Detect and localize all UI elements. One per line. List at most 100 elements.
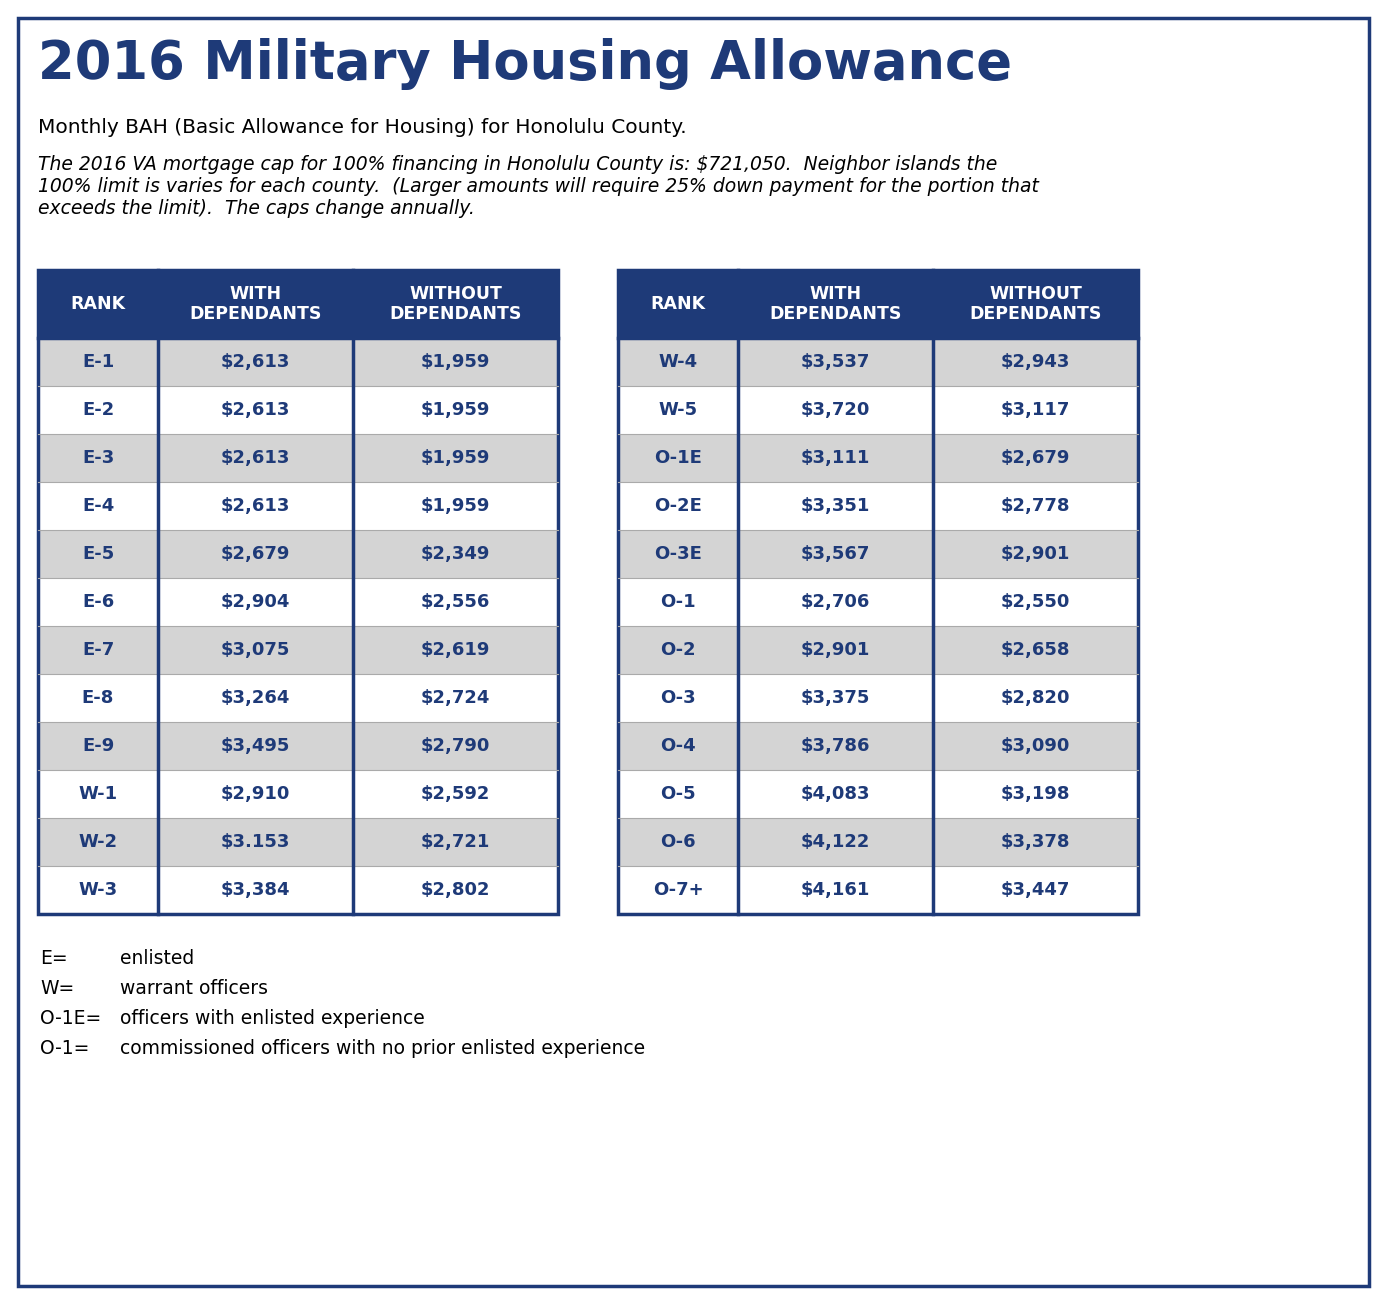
Text: $2,820: $2,820 <box>1001 689 1071 707</box>
Bar <box>619 386 1137 434</box>
Text: officers with enlisted experience: officers with enlisted experience <box>121 1009 424 1028</box>
Text: $2,901: $2,901 <box>800 642 870 659</box>
Text: E-8: E-8 <box>82 689 114 707</box>
Bar <box>37 270 558 338</box>
Text: O-1E: O-1E <box>655 449 702 467</box>
Text: O-3E: O-3E <box>655 545 702 563</box>
Text: E=: E= <box>40 949 68 968</box>
Text: W-4: W-4 <box>659 353 698 372</box>
Text: E-5: E-5 <box>82 545 114 563</box>
Text: O-2E: O-2E <box>655 497 702 515</box>
Text: E-6: E-6 <box>82 593 114 612</box>
Text: $2,613: $2,613 <box>221 353 290 372</box>
Text: $1,959: $1,959 <box>420 353 490 372</box>
Bar <box>37 674 558 722</box>
Bar <box>619 338 1137 386</box>
Text: $2,613: $2,613 <box>221 497 290 515</box>
Text: $3,495: $3,495 <box>221 737 290 755</box>
Text: $3,537: $3,537 <box>800 353 870 372</box>
Text: $3,375: $3,375 <box>800 689 870 707</box>
Text: E-4: E-4 <box>82 497 114 515</box>
Text: W-3: W-3 <box>79 882 118 898</box>
Bar <box>37 722 558 769</box>
Bar <box>37 338 558 386</box>
Bar <box>619 626 1137 674</box>
Text: E-7: E-7 <box>82 642 114 659</box>
Bar <box>37 626 558 674</box>
Text: $3,075: $3,075 <box>221 642 290 659</box>
Bar <box>619 529 1137 578</box>
Text: $3,378: $3,378 <box>1001 833 1071 852</box>
Text: $4,161: $4,161 <box>800 882 870 898</box>
Text: $2,724: $2,724 <box>420 689 490 707</box>
Text: O-1E=: O-1E= <box>40 1009 101 1028</box>
Text: $3,117: $3,117 <box>1001 402 1071 419</box>
Text: $2,901: $2,901 <box>1001 545 1071 563</box>
Text: E-2: E-2 <box>82 402 114 419</box>
Text: commissioned officers with no prior enlisted experience: commissioned officers with no prior enli… <box>121 1039 645 1058</box>
Text: $3,351: $3,351 <box>800 497 870 515</box>
Text: $3,090: $3,090 <box>1001 737 1071 755</box>
Text: exceeds the limit).  The caps change annually.: exceeds the limit). The caps change annu… <box>37 200 474 218</box>
Text: W-1: W-1 <box>79 785 118 803</box>
Text: W-2: W-2 <box>79 833 118 852</box>
Bar <box>37 529 558 578</box>
Text: WITH
DEPENDANTS: WITH DEPENDANTS <box>189 284 322 323</box>
Text: WITH
DEPENDANTS: WITH DEPENDANTS <box>770 284 902 323</box>
Text: $2,802: $2,802 <box>420 882 490 898</box>
Text: $3,720: $3,720 <box>800 402 870 419</box>
Text: WITHOUT
DEPENDANTS: WITHOUT DEPENDANTS <box>390 284 522 323</box>
Text: The 2016 VA mortgage cap for 100% financing in Honolulu County is: $721,050.  Ne: The 2016 VA mortgage cap for 100% financ… <box>37 155 997 173</box>
Text: RANK: RANK <box>71 295 126 313</box>
Text: O-1=: O-1= <box>40 1039 89 1058</box>
Text: W-5: W-5 <box>659 402 698 419</box>
Text: RANK: RANK <box>651 295 706 313</box>
Text: $2,613: $2,613 <box>221 402 290 419</box>
Text: O-1: O-1 <box>660 593 696 612</box>
Text: enlisted: enlisted <box>121 949 194 968</box>
Text: O-2: O-2 <box>660 642 696 659</box>
Text: $3,198: $3,198 <box>1001 785 1071 803</box>
Bar <box>37 386 558 434</box>
Text: $2,910: $2,910 <box>221 785 290 803</box>
Text: $2,592: $2,592 <box>420 785 490 803</box>
Bar <box>619 674 1137 722</box>
Bar <box>37 769 558 818</box>
Bar <box>37 482 558 529</box>
Text: Monthly BAH (Basic Allowance for Housing) for Honolulu County.: Monthly BAH (Basic Allowance for Housing… <box>37 117 687 137</box>
Text: $1,959: $1,959 <box>420 449 490 467</box>
Bar <box>37 818 558 866</box>
Bar <box>619 818 1137 866</box>
Bar <box>37 578 558 626</box>
Bar <box>619 482 1137 529</box>
Text: $2,790: $2,790 <box>420 737 490 755</box>
Text: O-3: O-3 <box>660 689 696 707</box>
Text: $4,122: $4,122 <box>800 833 870 852</box>
Bar <box>37 434 558 482</box>
Text: $3,786: $3,786 <box>800 737 870 755</box>
Text: $2,619: $2,619 <box>420 642 490 659</box>
Bar <box>37 270 558 914</box>
Text: W=: W= <box>40 979 75 998</box>
Text: O-5: O-5 <box>660 785 696 803</box>
Text: E-1: E-1 <box>82 353 114 372</box>
Text: $1,959: $1,959 <box>420 402 490 419</box>
Text: $2,658: $2,658 <box>1001 642 1071 659</box>
Bar <box>37 866 558 914</box>
Text: 100% limit is varies for each county.  (Larger amounts will require 25% down pay: 100% limit is varies for each county. (L… <box>37 177 1039 196</box>
Text: $4,083: $4,083 <box>800 785 870 803</box>
Text: $3,384: $3,384 <box>221 882 290 898</box>
Text: WITHOUT
DEPENDANTS: WITHOUT DEPENDANTS <box>970 284 1101 323</box>
Bar <box>619 270 1137 914</box>
Text: $2,679: $2,679 <box>1001 449 1071 467</box>
Text: $2,556: $2,556 <box>420 593 490 612</box>
Text: warrant officers: warrant officers <box>121 979 268 998</box>
Bar <box>619 270 1137 338</box>
Text: $3,111: $3,111 <box>800 449 870 467</box>
Text: $3,567: $3,567 <box>800 545 870 563</box>
Text: $3.153: $3.153 <box>221 833 290 852</box>
Bar <box>619 769 1137 818</box>
Text: $3,447: $3,447 <box>1001 882 1071 898</box>
Text: 2016 Military Housing Allowance: 2016 Military Housing Allowance <box>37 38 1013 90</box>
Text: $2,706: $2,706 <box>800 593 870 612</box>
